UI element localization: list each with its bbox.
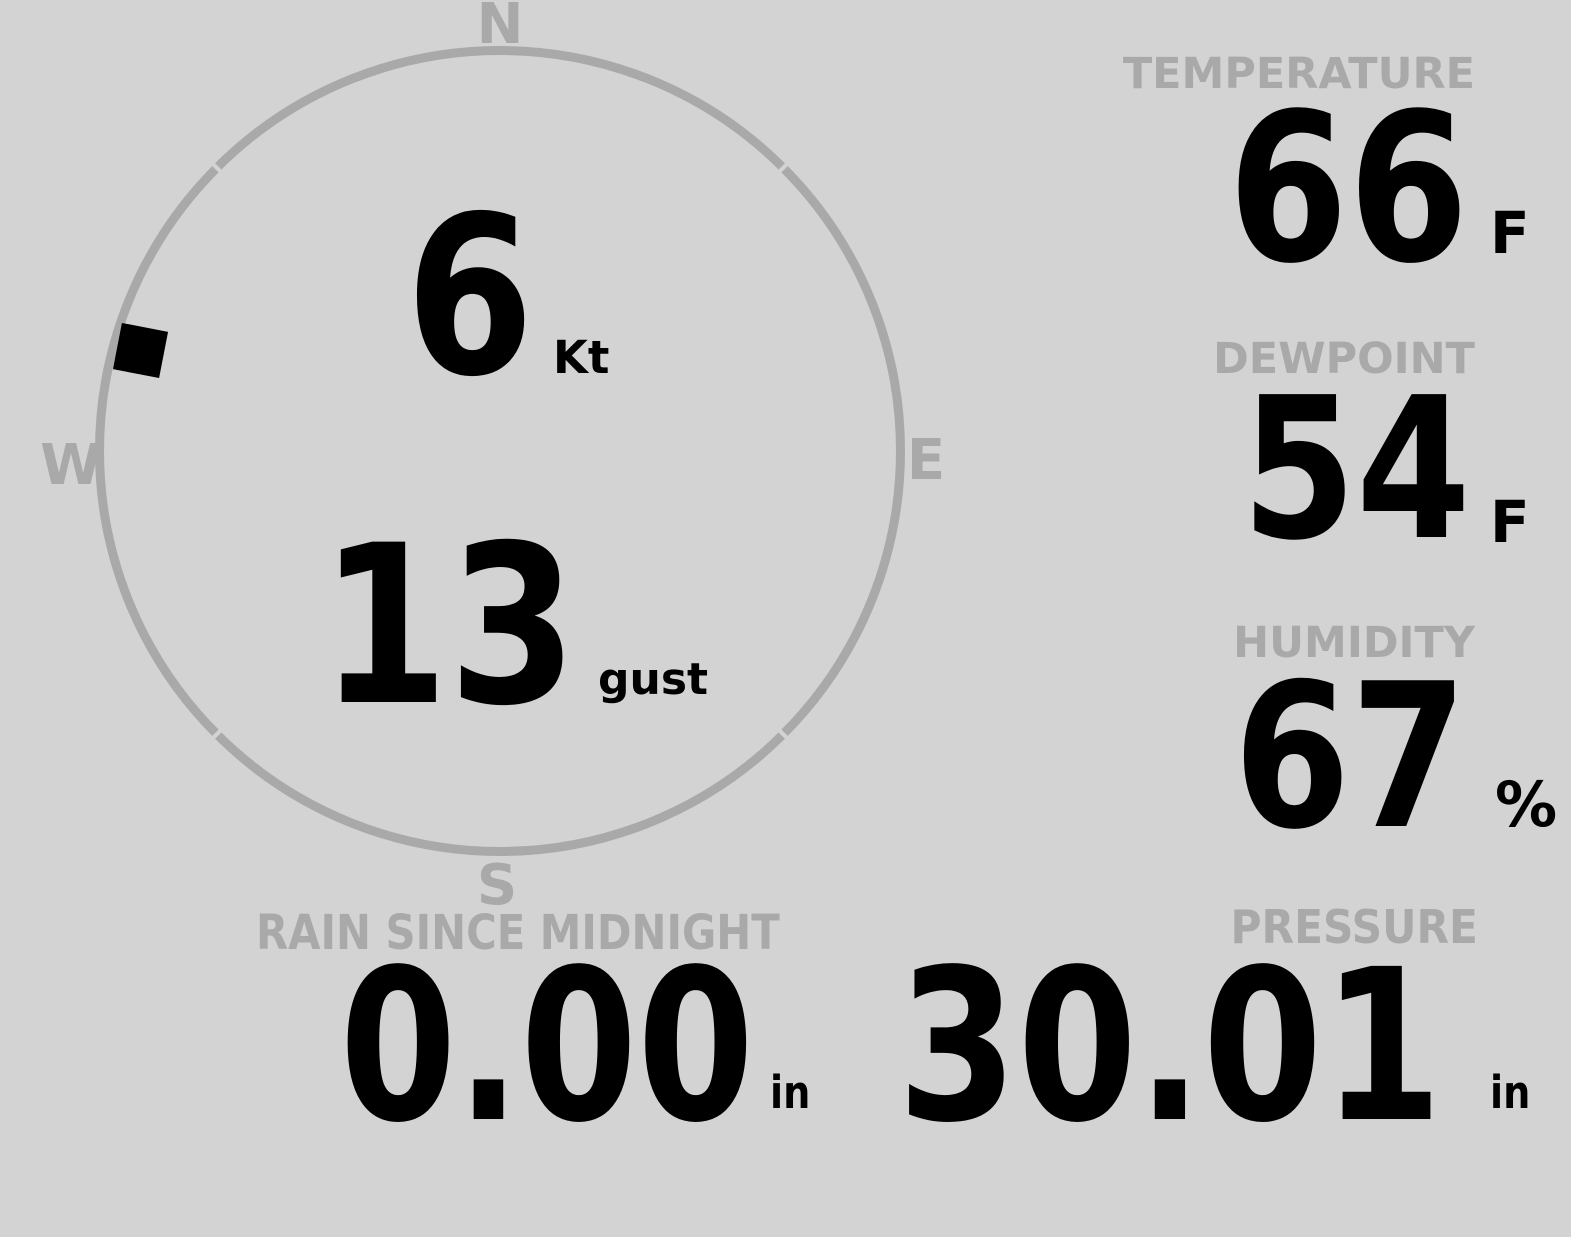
rain-since-midnight-unit: in [770,1066,811,1119]
temperature-unit: F [1490,199,1530,267]
wind-gust-unit: gust [598,654,709,705]
humidity-unit: % [1495,768,1558,841]
dewpoint-unit: F [1490,488,1530,556]
wind-gust-value: 13 [319,498,577,754]
dewpoint-value: 54 [1241,356,1471,584]
humidity-label: HUMIDITY [1233,618,1475,668]
rain-since-midnight-label: RAIN SINCE MIDNIGHT [256,905,780,961]
compass-ring [95,46,905,856]
cardinal-east-label: E [906,428,946,493]
temperature-label: TEMPERATURE [1122,49,1475,99]
temperature-value: 66 [1228,69,1469,309]
wind-speed-unit: Kt [553,331,610,384]
rain-since-midnight-value: 0.00 [339,924,754,1169]
humidity-value: 67 [1233,641,1467,874]
cardinal-west-label: W [40,433,102,498]
cardinal-north-label: N [476,0,524,57]
pressure-unit: in [1490,1066,1531,1119]
wind-speed-value: 6 [405,169,534,425]
cardinal-south-label: S [476,853,518,918]
pressure-label: PRESSURE [1230,900,1478,954]
dewpoint-label: DEWPOINT [1213,334,1475,384]
pressure-value: 30.01 [897,924,1442,1169]
wind-direction-marker [112,322,169,379]
